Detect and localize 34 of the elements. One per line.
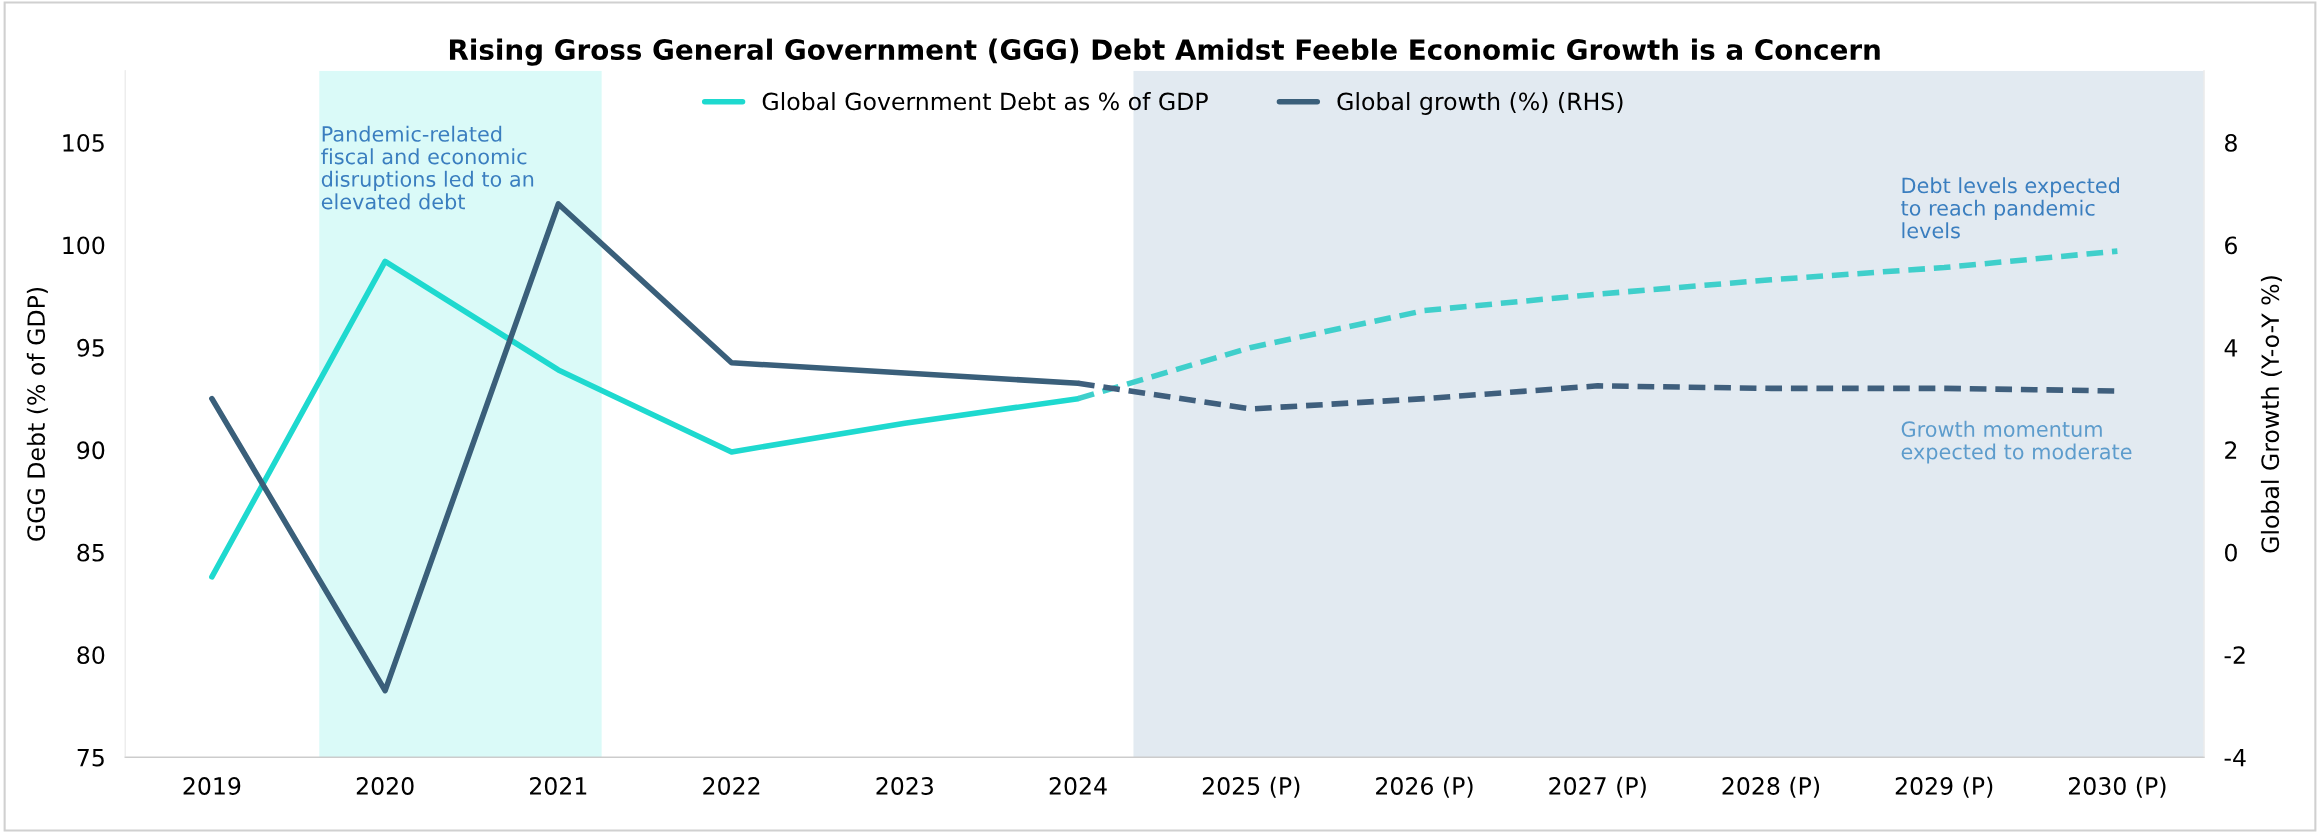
y2-tick-label: -4 — [2224, 748, 2246, 767]
x-tick-label: 2027 (P) — [1549, 776, 1646, 798]
y-tick-label: 105 — [63, 133, 104, 152]
y2-axis-title: Global Growth (Y-o-Y %) — [2260, 276, 2282, 553]
y-tick-label: 75 — [77, 748, 104, 767]
x-tick-label: 2029 (P) — [1895, 776, 1993, 798]
x-tick-label: 2021 — [530, 777, 587, 795]
x-tick-label: 2019 — [183, 777, 241, 795]
y-tick-label: 90 — [77, 441, 105, 460]
legend-label: Global growth (%) (RHS) — [1337, 92, 1623, 115]
y2-tick-label: 8 — [2225, 133, 2237, 152]
y-tick-label: 85 — [77, 543, 104, 562]
x-tick-label: 2030 (P) — [2068, 776, 2166, 798]
y2-tick-label: 2 — [2225, 441, 2237, 459]
legend-label: Global Government Debt as % of GDP — [762, 92, 1208, 111]
y2-tick-label: 6 — [2225, 236, 2237, 255]
annotation: Growth momentum expected to moderate — [1901, 420, 2132, 464]
chart-title: Rising Gross General Government (GGG) Debt Amidst Feeble Economic Growth is a Concern — [449, 38, 1880, 66]
y2-tick-label: 4 — [2224, 339, 2238, 357]
x-tick-label: 2026 (P) — [1376, 776, 1473, 798]
x-tick-label: 2028 (P) — [1722, 776, 1820, 798]
y2-tick-label: -2 — [2224, 646, 2245, 664]
annotation: Debt levels expected to reach pandemic levels — [1901, 177, 2119, 239]
y-tick-label: 100 — [63, 236, 105, 255]
x-tick-label: 2020 — [356, 777, 414, 795]
y-tick-label: 95 — [77, 338, 104, 357]
x-tick-label: 2022 — [703, 777, 760, 795]
x-tick-label: 2023 — [876, 777, 933, 795]
y2-tick-label: 0 — [2225, 543, 2237, 562]
x-tick-label: 2025 (P) — [1202, 776, 1300, 798]
y-tick-label: 80 — [77, 646, 105, 665]
y-axis-title: GGG Debt (% of GDP) — [26, 287, 48, 541]
x-tick-label: 2024 — [1049, 777, 1107, 795]
annotation: Pandemic-related fiscal and economic disruptions led to an elevated debt — [321, 125, 534, 210]
